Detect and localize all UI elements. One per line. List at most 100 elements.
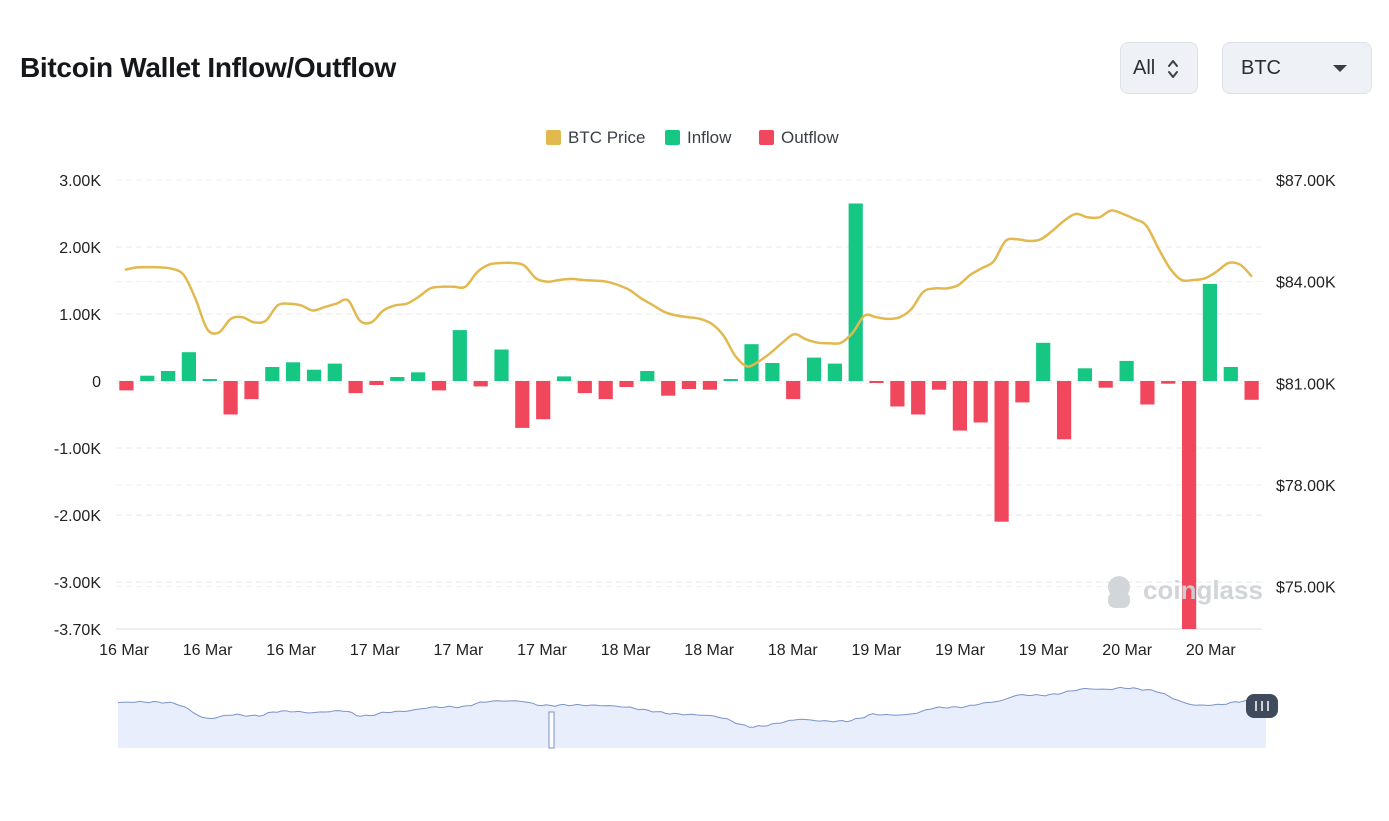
outflow-bar — [973, 381, 988, 423]
chevron-down-icon — [1333, 65, 1347, 72]
y-left-tick-label: 2.00K — [59, 240, 101, 257]
outflow-bar — [869, 381, 884, 383]
legend-swatch[interactable] — [546, 130, 561, 145]
outflow-bar — [119, 381, 134, 391]
outflow-bar — [702, 381, 717, 390]
inflow-bar — [140, 375, 155, 382]
inflow-bar — [1202, 283, 1217, 382]
coinglass-logo-body — [1108, 592, 1130, 608]
outflow-bar — [431, 381, 447, 391]
navigator-area — [118, 687, 1266, 748]
inflow-bar — [806, 357, 822, 382]
inflow-bar — [556, 376, 572, 382]
y-right-tick-label: $87.00K — [1276, 173, 1336, 190]
inflow-bar — [265, 367, 280, 382]
x-tick-label: 17 Mar — [517, 642, 567, 659]
inflow-bar — [494, 349, 509, 381]
legend-label[interactable]: BTC Price — [568, 128, 645, 147]
coinglass-watermark: coinglass — [1108, 575, 1263, 608]
outflow-bar — [994, 381, 1009, 522]
outflow-bar — [369, 381, 384, 385]
inflow-bar — [1077, 368, 1092, 381]
coin-select[interactable]: BTC — [1222, 42, 1372, 94]
inflow-bar — [1036, 342, 1051, 381]
inflow-bar — [723, 379, 738, 381]
navigator-handle[interactable] — [1246, 694, 1278, 718]
outflow-bar — [577, 381, 592, 394]
navigator-series — [117, 686, 1267, 728]
page-title: Bitcoin Wallet Inflow/Outflow — [20, 52, 396, 83]
y-left-tick-label: -3.00K — [54, 575, 101, 592]
coin-select-value: BTC — [1241, 56, 1281, 79]
outflow-bar — [536, 381, 551, 420]
range-select[interactable]: All — [1120, 42, 1198, 94]
outflow-bar — [1161, 381, 1176, 384]
outflow-bar — [619, 381, 634, 387]
legend-swatch[interactable] — [665, 130, 680, 145]
watermark-text: coinglass — [1143, 575, 1263, 605]
legend-swatch[interactable] — [759, 130, 774, 145]
y-right-tick-label: $78.00K — [1276, 478, 1336, 495]
range-select-value: All — [1133, 56, 1156, 79]
inflow-bar — [327, 363, 342, 381]
outflow-bar — [681, 381, 697, 389]
x-tick-label: 16 Mar — [99, 642, 149, 659]
inflow-bar — [452, 330, 467, 381]
outflow-bar — [598, 381, 613, 400]
outflow-bar — [244, 381, 259, 400]
outflow-bar — [932, 381, 947, 390]
outflow-bar — [515, 381, 530, 428]
inflow-bar — [390, 377, 405, 381]
inflow-bar — [827, 363, 842, 381]
outflow-bar — [1140, 381, 1155, 405]
inflow-bar — [744, 344, 759, 382]
inflow-bar — [181, 352, 196, 381]
x-tick-label: 18 Mar — [684, 642, 734, 659]
inflow-bar — [1119, 360, 1134, 381]
outflow-bar — [661, 381, 676, 396]
y-left-tick-label: -1.00K — [54, 441, 101, 458]
navigator-gap-marker — [548, 711, 555, 749]
y-right-tick-label: $81.00K — [1276, 376, 1336, 393]
inflow-bar — [848, 203, 863, 382]
outflow-bar — [473, 381, 488, 387]
y-left-tick-label: 3.00K — [59, 173, 101, 190]
outflow-bar — [786, 381, 801, 400]
y-left-tick-label: -3.70K — [54, 622, 101, 639]
outflow-bar — [1098, 381, 1113, 388]
y-right-tick-label: $84.00K — [1276, 275, 1336, 292]
legend-label[interactable]: Outflow — [781, 128, 839, 147]
y-left-tick-label: 0 — [92, 374, 101, 391]
x-tick-label: 19 Mar — [1019, 642, 1069, 659]
inflow-bar — [411, 372, 426, 381]
x-tick-label: 19 Mar — [852, 642, 902, 659]
sort-updown-icon — [1168, 60, 1178, 78]
legend-label[interactable]: Inflow — [687, 128, 732, 147]
outflow-bar — [890, 381, 905, 407]
outflow-bar — [223, 381, 238, 415]
inflow-bar — [161, 371, 176, 382]
outflow-bar — [1244, 381, 1259, 400]
outflow-bar — [911, 381, 926, 415]
x-tick-label: 18 Mar — [601, 642, 651, 659]
inflow-bar — [306, 369, 322, 382]
outflow-bar — [1182, 381, 1197, 629]
outflow-bar — [348, 381, 363, 394]
inflow-bar — [765, 363, 780, 382]
outflow-bar — [952, 381, 967, 431]
inflow-bar — [640, 371, 655, 382]
y-left-tick-label: -2.00K — [54, 508, 101, 525]
inflow-bar — [1223, 367, 1238, 382]
inflow-bar — [202, 379, 217, 381]
x-tick-label: 16 Mar — [266, 642, 316, 659]
x-tick-label: 16 Mar — [183, 642, 233, 659]
y-left-tick-label: 1.00K — [59, 307, 101, 324]
x-tick-label: 20 Mar — [1102, 642, 1152, 659]
btc-price-line — [124, 209, 1253, 368]
y-right-tick-label: $75.00K — [1276, 580, 1336, 597]
x-tick-label: 17 Mar — [434, 642, 484, 659]
outflow-bar — [1057, 381, 1072, 440]
x-tick-label: 20 Mar — [1186, 642, 1236, 659]
inflow-bar — [286, 362, 301, 382]
